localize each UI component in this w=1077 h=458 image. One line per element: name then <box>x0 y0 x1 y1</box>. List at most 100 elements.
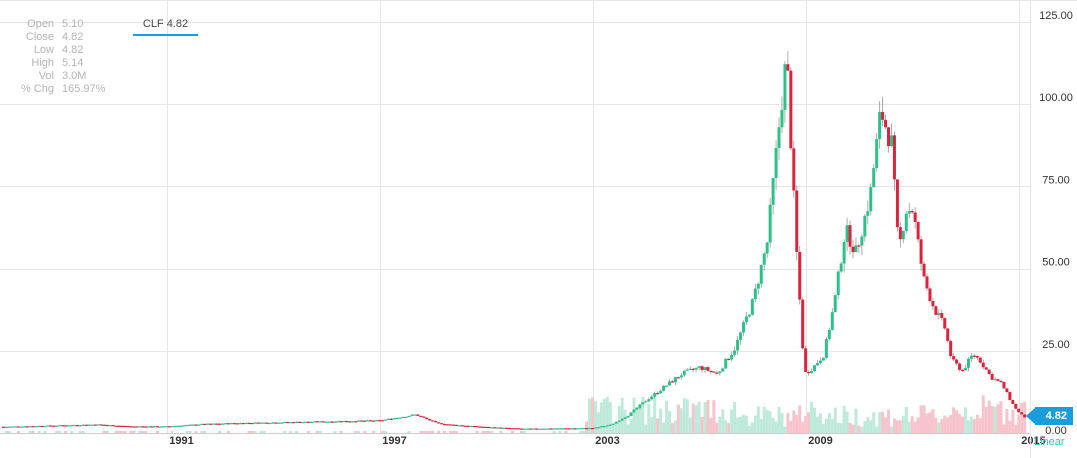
volume-bar <box>668 411 671 433</box>
candle-body <box>895 179 899 228</box>
candle-body <box>79 425 83 427</box>
candle-body <box>937 313 941 315</box>
volume-bar <box>614 422 618 433</box>
candle-body <box>795 190 799 252</box>
candle-body <box>659 390 663 394</box>
volume-bar <box>895 420 899 433</box>
info-value: 165.97% <box>62 83 106 95</box>
candle-body <box>238 423 242 425</box>
candle-body <box>235 423 239 425</box>
volume-bar <box>777 406 781 433</box>
candle-body <box>961 369 965 371</box>
volume-bar <box>665 400 669 433</box>
candle-body <box>892 135 896 180</box>
candle-body <box>789 70 793 149</box>
candle-body <box>283 421 287 424</box>
candle-body <box>919 239 923 264</box>
volume-bar <box>934 417 938 433</box>
candle-body <box>277 422 281 424</box>
candle-body <box>599 426 603 428</box>
volume-bar <box>552 431 556 433</box>
candle-body <box>505 427 509 429</box>
volume-bar <box>558 431 562 433</box>
info-row-low: Low 4.82 <box>10 44 105 57</box>
volume-bar <box>733 402 737 433</box>
candle-body <box>889 135 893 147</box>
volume-bar <box>978 418 982 433</box>
candle-body <box>1008 391 1012 400</box>
candle-body <box>253 422 257 424</box>
volume-bar <box>904 407 908 433</box>
candle-body <box>818 360 822 364</box>
candle-body <box>52 425 56 427</box>
candle-body <box>783 64 787 110</box>
volume-bar <box>250 431 254 433</box>
volume-bar <box>972 419 976 433</box>
candle-body <box>13 426 17 428</box>
candle-body <box>389 418 393 420</box>
candle-body <box>596 427 600 429</box>
volume-bar <box>283 431 287 433</box>
candle-body <box>759 264 763 284</box>
candle-body <box>1002 381 1006 389</box>
volume-bar <box>81 431 85 433</box>
candle-body <box>357 420 361 422</box>
candle-body <box>626 415 630 418</box>
volume-bar <box>925 413 929 433</box>
scale-toggle[interactable]: Linear <box>1034 436 1065 448</box>
volume-bar <box>919 405 923 433</box>
candle-body <box>271 422 275 424</box>
candle-body <box>768 204 772 243</box>
volume-bar <box>425 431 429 433</box>
info-row-pct-chg: % Chg 165.97% <box>10 83 105 96</box>
candle-body <box>528 428 532 430</box>
x-tick-label: 2015 <box>1021 435 1045 447</box>
volume-bar <box>1017 414 1021 433</box>
candle-body <box>153 426 156 428</box>
volume-bar <box>774 421 778 433</box>
candle-body <box>7 426 11 428</box>
candle-body <box>132 426 136 428</box>
candle-body <box>67 425 71 427</box>
candle-body <box>928 288 932 302</box>
candle-body <box>31 426 35 428</box>
candle-body <box>736 339 740 351</box>
candle-body <box>84 424 88 426</box>
volume-bar <box>564 431 568 433</box>
candle-body <box>531 428 535 430</box>
volume-bar <box>981 395 985 433</box>
candle-body <box>206 423 210 425</box>
candle-body <box>617 420 621 422</box>
volume-bar <box>594 401 598 433</box>
x-tick-label: 2003 <box>595 435 619 447</box>
volume-bar <box>928 412 932 433</box>
volume-bar <box>579 431 583 433</box>
candle-body <box>653 393 657 397</box>
volume-bar <box>484 431 488 433</box>
candle-body <box>845 225 849 243</box>
volume-bar <box>315 431 319 433</box>
candle-body <box>715 372 719 374</box>
candle-body <box>363 420 367 422</box>
candle-body <box>810 371 814 373</box>
volume-bar <box>854 408 858 433</box>
volume-bar <box>892 418 896 433</box>
candle-body <box>765 242 769 254</box>
volume-bar <box>747 425 751 433</box>
volume-bar <box>756 406 760 433</box>
candle-body <box>833 295 837 313</box>
candle-body <box>792 148 796 191</box>
candle-body <box>419 415 423 418</box>
candle-body <box>774 147 778 178</box>
volume-bar <box>588 398 592 433</box>
series-legend-clf[interactable]: CLF 4.82 <box>133 16 198 36</box>
info-value: 4.82 <box>62 44 84 56</box>
volume-bar <box>289 431 293 433</box>
y-tick-label: 125.00 <box>1039 10 1073 22</box>
candle-body <box>670 381 674 383</box>
candle-body <box>215 423 219 425</box>
candle-body <box>241 423 245 425</box>
volume-bar <box>16 431 20 433</box>
candle-body <box>511 428 515 430</box>
